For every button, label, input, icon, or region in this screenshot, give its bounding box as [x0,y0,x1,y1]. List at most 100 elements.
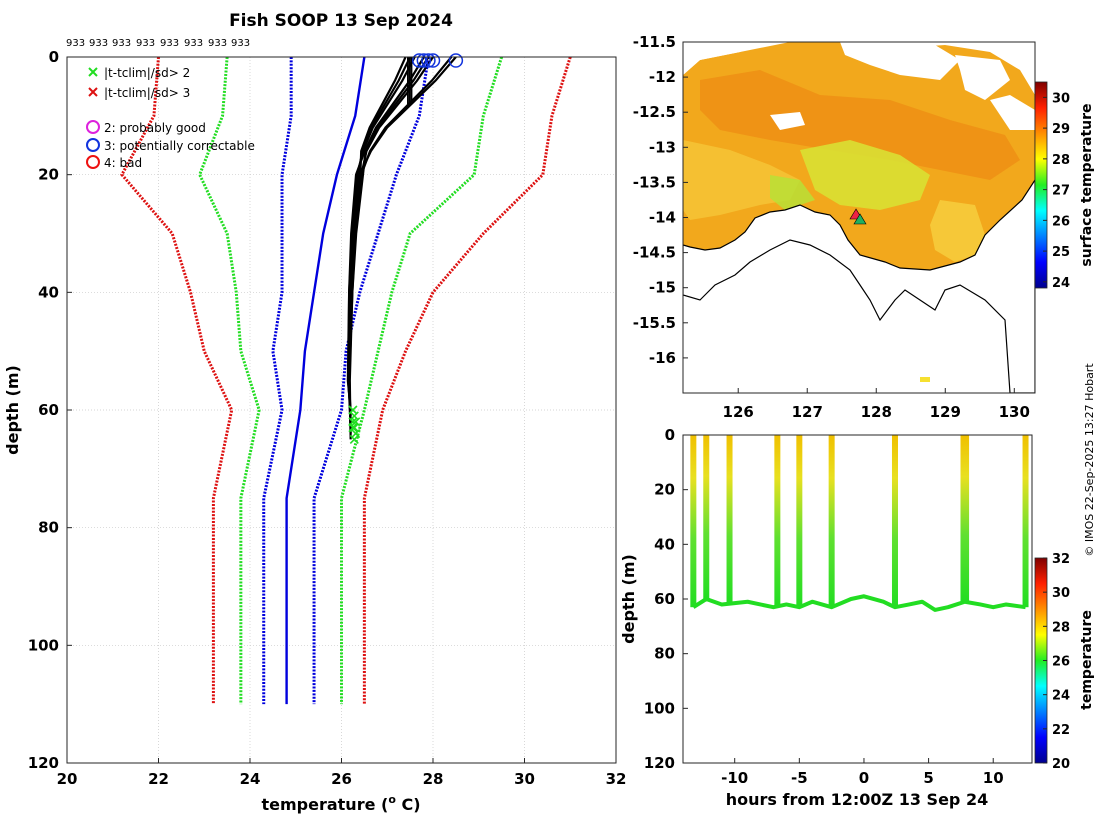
map-ytick-label: -13.5 [633,173,676,191]
section-ytick-label: 20 [654,481,675,499]
section-cast-column [1022,435,1029,608]
climatology-mean-3sd-line [120,57,234,705]
climatology-mean-2sd-line [198,57,261,705]
watermark: © IMOS 22-Sep-2025 13:27 Hobart [1083,363,1096,557]
profile-casts [346,57,457,440]
coastline [683,178,1035,393]
section-cast-column [703,435,710,599]
map-ytick-label: -14 [649,209,676,227]
profile-cast-line [348,57,407,440]
station-label: 933 [66,38,85,49]
station-label: 933 [184,38,203,49]
profile-xtick-label: 32 [606,770,627,788]
map-colorbar-tick-label: 24 [1052,276,1070,291]
section-cast-column [796,435,803,608]
section-colorbar-tick-label: 20 [1052,757,1070,772]
legend-entry-bad: 4: bad [86,155,142,170]
profile-qc-circle [416,53,432,68]
section-colorbar-tick-label: 32 [1052,552,1070,567]
station-label: 933 [136,38,155,49]
legend-x-marker [88,67,98,77]
cloud-gap [840,42,960,80]
map-ytick-label: -13 [649,138,676,156]
section-data [690,435,1029,612]
xlabel-tail: C) [396,795,421,814]
profile-xlabel: temperature (o C) [261,793,420,814]
map-colorbar-tick-label: 29 [1052,122,1070,137]
cloud-gap [990,95,1035,130]
legend-label: 3: potentially correctable [104,139,255,153]
section-ytick-label: 100 [644,699,675,717]
profile-climatology [120,57,572,705]
sst-cool-patch [770,175,815,210]
map-field [683,42,1035,393]
sst-warm-patch [683,140,800,220]
profile-panel: 20 22 24 26 28 30 32 0 20 40 60 80 100 120 |t-tclim|/… [3,48,626,814]
station-label: 933 [160,38,179,49]
climatology-mean+1sd-line [312,57,430,705]
section-xtick-label: 5 [923,769,933,787]
map-colorbar [1034,81,1048,289]
map-colorbar-tick-label: 25 [1052,245,1070,260]
section-cast-column [774,435,781,607]
section-cast-column [726,435,733,604]
map-ytick-label: -12.5 [633,103,676,121]
climatology-mean+3sd-line [362,57,572,705]
ship-position-marker-2 [853,213,867,225]
section-xtick-label: 0 [859,769,869,787]
section-cast-column [828,435,835,608]
legend-label: 2: probably good [104,121,206,135]
section-ytick-label: 40 [654,535,675,553]
sst-warm-patch [700,70,1020,180]
map-xtick-label: 127 [792,403,823,421]
figure-title: Fish SOOP 13 Sep 2024 [229,11,453,31]
section-cast-column [891,435,898,608]
legend-x-marker [88,87,98,97]
legend-label: |t-tclim|/sd> 2 [104,66,190,80]
profile-xtick-label: 26 [331,770,352,788]
station-label: 933 [231,38,250,49]
legend-label: |t-tclim|/sd> 3 [104,86,190,100]
map-xtick-label: 130 [999,403,1030,421]
section-xtick-label: -5 [791,769,808,787]
climatology-mean+2sd-line [340,57,504,705]
profile-ticks: 20 22 24 26 28 30 32 0 20 40 60 80 100 120 [28,48,627,788]
profile-ytick-label: 100 [28,636,59,654]
cloud-gap [770,112,805,130]
cloud-gap [683,42,760,75]
section-colorbar-label: temperature [1079,610,1095,710]
legend-entry-good: 2: probably good [86,120,206,135]
legend-circle-marker [86,120,100,134]
profile-legend: |t-tclim|/sd> 2 |t-tclim|/sd> 3 2: proba… [86,66,255,170]
map-colorbar-label: surface temperature [1079,103,1095,266]
map-ytick-label: -12 [649,68,676,86]
map-ytick-label: -11.5 [633,33,676,51]
legend-circle-marker [86,155,100,169]
section-ytick-label: 120 [644,754,675,772]
section-xtick-label: 10 [983,769,1004,787]
section-ytick-label: 60 [654,590,675,608]
section-colorbar-tick-label: 22 [1052,723,1070,738]
map-ytick-label: -15 [649,279,676,297]
legend-circle-marker [86,138,100,152]
map-colorbar-tick-label: 30 [1052,91,1070,106]
profile-xtick-label: 28 [423,770,444,788]
cloud-gap [955,55,1010,100]
climatology-mean-1sd-line [262,57,293,705]
profile-ytick-label: 80 [38,519,59,537]
section-colorbar-ticks: 20 22 24 26 28 30 32 [1043,552,1070,772]
profile-xtick-label: 20 [57,770,78,788]
profile-qc-circle [412,53,427,68]
section-colorbar-tick-label: 26 [1052,655,1070,670]
section-ytick-label: 80 [654,645,675,663]
section-bottom-trace [692,594,1026,612]
station-labels: 933 933 933 933 933 933 933 933 [66,38,250,49]
profile-xtick-label: 22 [148,770,169,788]
legend-label: 4: bad [104,156,142,170]
legend-entry-sd3: |t-tclim|/sd> 3 [88,86,190,100]
profile-xtick-label: 30 [514,770,535,788]
section-xlabel: hours from 12:00Z 13 Sep 24 [726,790,988,809]
